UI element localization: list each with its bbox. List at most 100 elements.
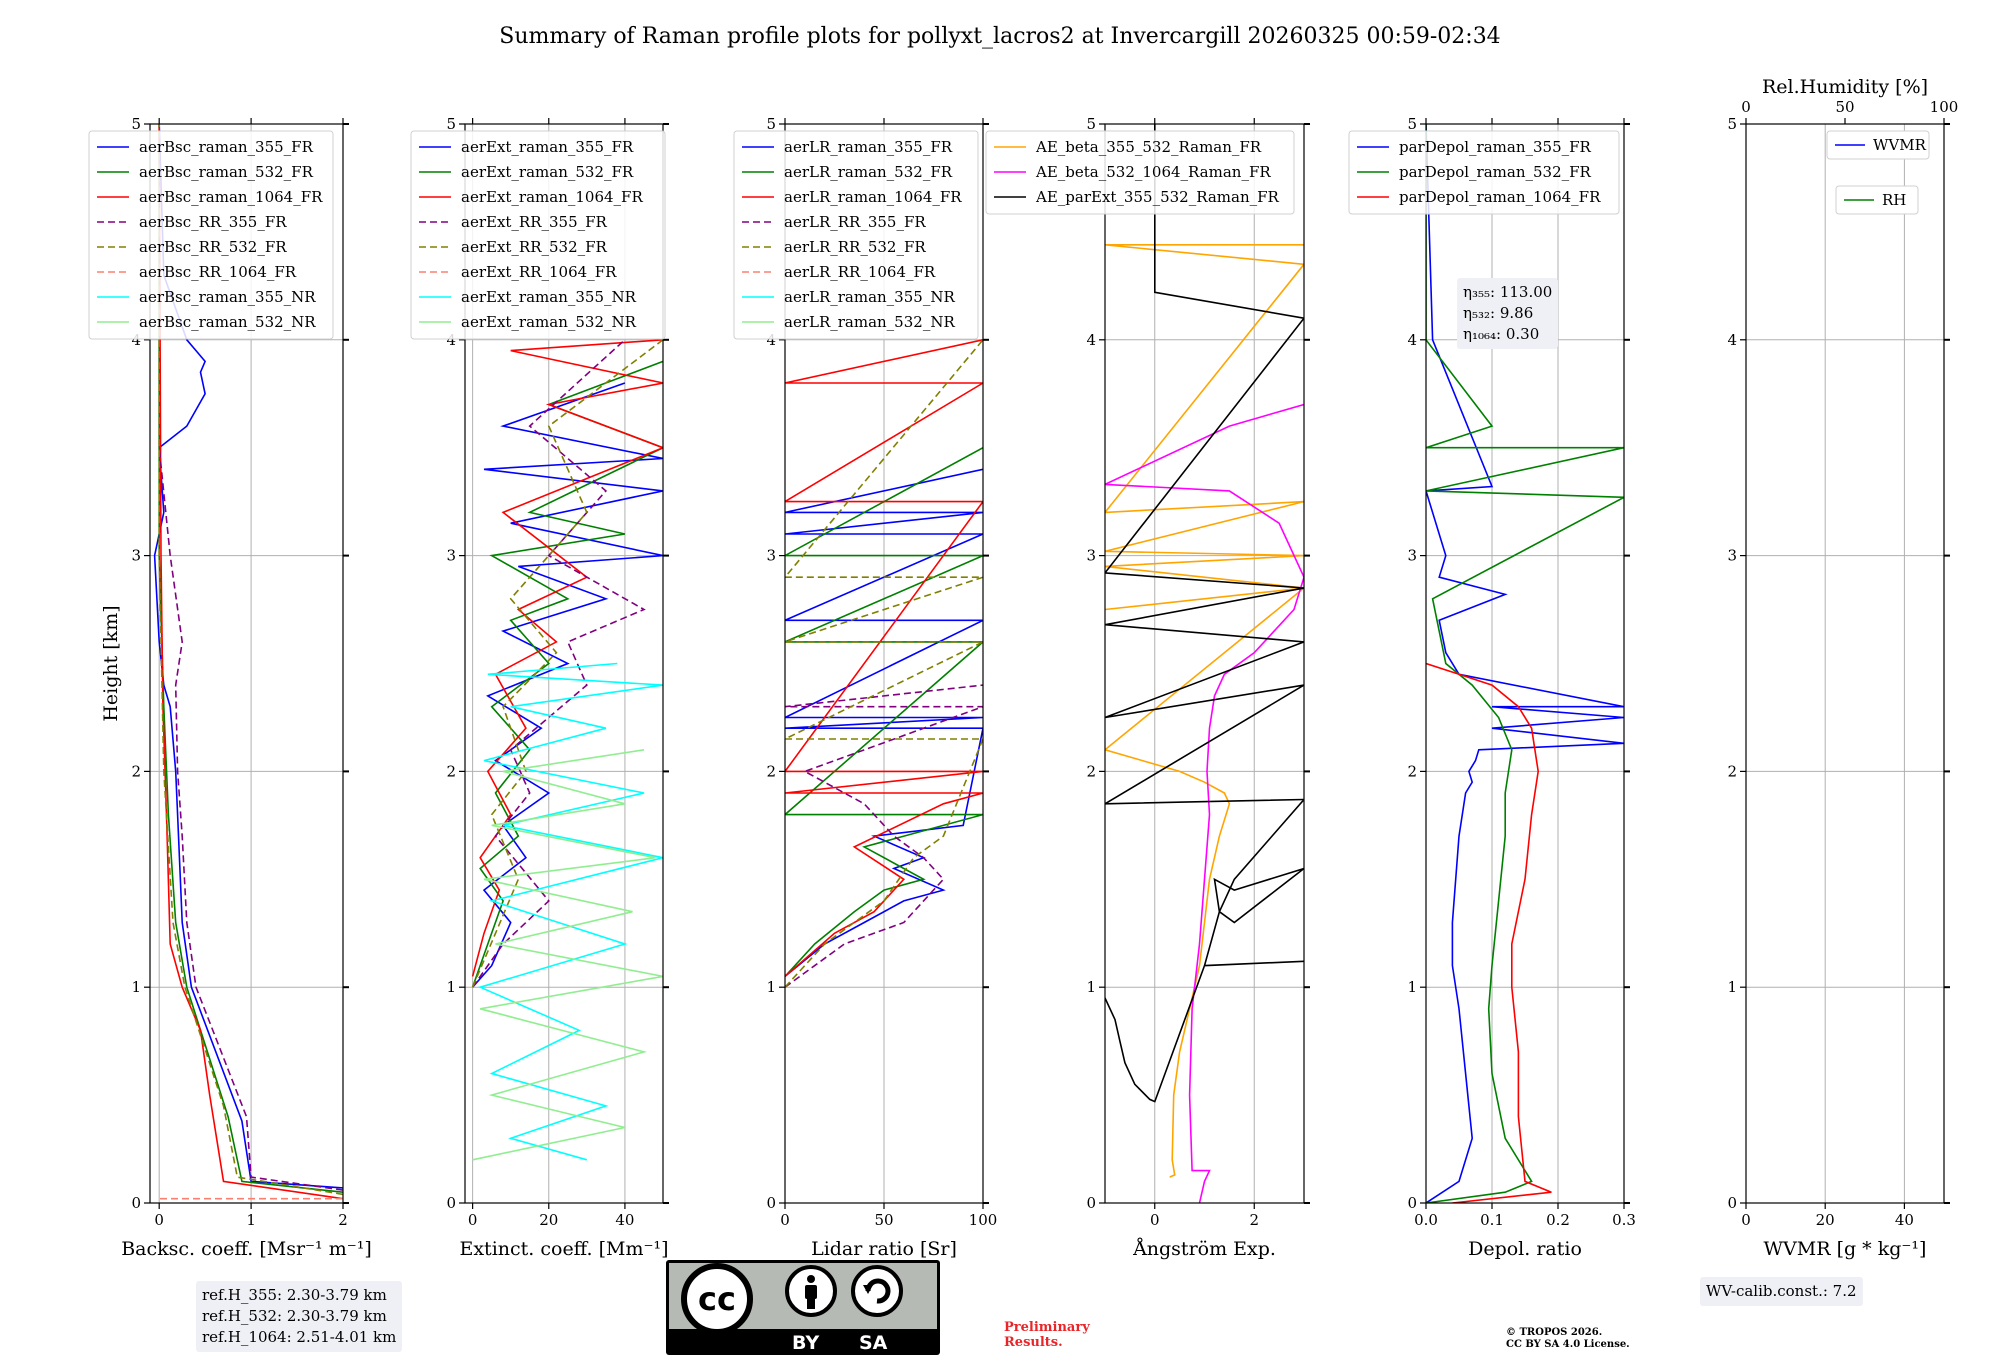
ytick-label: 1 bbox=[1086, 978, 1096, 996]
legend-entry: aerLR_raman_1064_FR bbox=[784, 188, 962, 206]
xtick-label: 0 bbox=[1150, 1211, 1160, 1229]
ref-height-532: ref.H_532: 2.30-3.79 km bbox=[202, 1307, 387, 1325]
series-aerBsc_RR_355_FR bbox=[158, 124, 343, 1191]
legend-entry: aerBsc_raman_532_FR bbox=[139, 163, 314, 181]
ytick-label: 0 bbox=[1086, 1194, 1096, 1212]
share-alike-icon bbox=[851, 1265, 903, 1317]
ytick-label: 2 bbox=[446, 762, 456, 780]
legend-entry: parDepol_raman_532_FR bbox=[1399, 163, 1592, 181]
legend-entry: AE_beta_355_532_Raman_FR bbox=[1035, 138, 1262, 156]
xtick-label: 2 bbox=[1249, 1211, 1259, 1229]
x-axis-label: Backsc. coeff. [Msr⁻¹ m⁻¹] bbox=[121, 1238, 372, 1260]
wv-calib-const: WV-calib.const.: 7.2 bbox=[1706, 1282, 1857, 1300]
legend-entry: aerLR_raman_532_NR bbox=[784, 313, 955, 331]
ytick-label: 0 bbox=[446, 1194, 456, 1212]
ytick-label: 1 bbox=[766, 978, 776, 996]
cc-logo-text: cc bbox=[698, 1280, 736, 1318]
ytick-label: 3 bbox=[1727, 547, 1737, 565]
legend-entry: aerLR_raman_355_NR bbox=[784, 288, 955, 306]
ytick-label: 1 bbox=[131, 978, 141, 996]
ytick-label: 5 bbox=[1727, 115, 1737, 133]
x-axis-label: Extinct. coeff. [Mm⁻¹] bbox=[459, 1238, 668, 1260]
ytick-label: 3 bbox=[766, 547, 776, 565]
xtick-label: 2 bbox=[338, 1211, 348, 1229]
legend-entry: aerBsc_raman_355_FR bbox=[139, 138, 314, 156]
ytick-label: 0 bbox=[766, 1194, 776, 1212]
xtick-label: 0.0 bbox=[1414, 1211, 1438, 1229]
legend-entry: aerExt_RR_532_FR bbox=[461, 238, 608, 256]
top-xtick-label: 50 bbox=[1835, 98, 1854, 116]
legend-entry: aerLR_RR_532_FR bbox=[784, 238, 926, 256]
panel-bsc: 0 1 2 3 4 5 0 1 2 Backsc. coeff. [Msr⁻¹ m⁻¹] Heigh… bbox=[88, 115, 372, 1260]
ytick-label: 5 bbox=[131, 115, 141, 133]
ytick-label: 5 bbox=[1086, 115, 1096, 133]
cc-by-label: BY bbox=[792, 1332, 820, 1354]
series-aerExt_raman_532_FR bbox=[471, 360, 663, 988]
x-axis-label: Ångström Exp. bbox=[1132, 1238, 1276, 1260]
series-aerExt_raman_532_NR bbox=[472, 749, 663, 1161]
top-xtick-label: 0 bbox=[1741, 98, 1751, 116]
ytick-label: 0 bbox=[131, 1194, 141, 1212]
axes-frame bbox=[1425, 123, 1625, 1204]
series-aerExt_RR_532_FR bbox=[471, 339, 663, 988]
ytick-label: 1 bbox=[446, 978, 456, 996]
xtick-label: 40 bbox=[615, 1211, 634, 1229]
ytick-label: 1 bbox=[1407, 978, 1417, 996]
series-parDepol_raman_355_FR bbox=[1426, 124, 1624, 1203]
x-axis-label: Depol. ratio bbox=[1468, 1238, 1582, 1260]
ytick-label: 3 bbox=[1407, 547, 1417, 565]
ytick-label: 4 bbox=[131, 331, 141, 349]
legend-entry: aerBsc_raman_1064_FR bbox=[139, 188, 323, 206]
legend-entry: aerLR_raman_355_FR bbox=[784, 138, 953, 156]
legend-box bbox=[985, 130, 1295, 215]
figure-title: Summary of Raman profile plots for polly… bbox=[499, 24, 1500, 49]
eta-532: η₅₃₂: 9.86 bbox=[1463, 304, 1534, 322]
ytick-label: 1 bbox=[1727, 978, 1737, 996]
ytick-label: 2 bbox=[131, 762, 141, 780]
ytick-label: 4 bbox=[1086, 331, 1096, 349]
legend-box bbox=[1348, 130, 1620, 215]
legend-entry: parDepol_raman_1064_FR bbox=[1399, 188, 1601, 206]
xtick-label: 0 bbox=[468, 1211, 478, 1229]
legend-entry: aerLR_RR_355_FR bbox=[784, 213, 926, 231]
x-axis-label: WVMR [g * kg⁻¹] bbox=[1764, 1238, 1927, 1260]
panel-ext: 0 1 2 3 4 5 0 20 40 Extinct. coeff. [Mm⁻¹] aerExt_… bbox=[410, 115, 669, 1260]
series-aerLR_raman_1064_FR bbox=[785, 339, 983, 978]
series-aerBsc_raman_1064_FR bbox=[158, 124, 343, 1200]
series-aerExt_RR_355_FR bbox=[471, 339, 646, 988]
series-aerExt_raman_355_FR bbox=[472, 382, 663, 988]
ytick-label: 5 bbox=[1407, 115, 1417, 133]
cc-by-sa-logo: cc BY SA bbox=[666, 1260, 940, 1355]
series-aerLR_RR_532_FR bbox=[785, 339, 983, 988]
eta-355: η₃₅₅: 113.00 bbox=[1463, 283, 1553, 301]
ytick-label: 5 bbox=[446, 115, 456, 133]
series-parDepol_raman_532_FR bbox=[1426, 124, 1624, 1203]
series-AE_beta_532_1064_Raman_FR bbox=[1105, 403, 1304, 1203]
axes-frame bbox=[1745, 123, 1945, 1204]
legend-entry: aerExt_raman_532_NR bbox=[461, 313, 637, 331]
legend-entry: aerLR_RR_1064_FR bbox=[784, 263, 936, 281]
legend-entry: WVMR bbox=[1873, 136, 1927, 154]
axes-frame bbox=[149, 123, 344, 1204]
legend-box bbox=[88, 130, 334, 340]
series-aerBsc_raman_355_FR bbox=[153, 124, 343, 1189]
xtick-label: 100 bbox=[969, 1211, 998, 1229]
ytick-label: 4 bbox=[1727, 331, 1737, 349]
xtick-label: 20 bbox=[1816, 1211, 1835, 1229]
ytick-label: 3 bbox=[131, 547, 141, 565]
ytick-label: 2 bbox=[1086, 762, 1096, 780]
legend-entry: RH bbox=[1882, 191, 1906, 209]
ytick-label: 5 bbox=[766, 115, 776, 133]
legend-box bbox=[1826, 130, 1930, 160]
series-aerLR_raman_532_FR bbox=[785, 446, 983, 977]
cc-sa-label: SA bbox=[859, 1332, 888, 1354]
xtick-label: 0.3 bbox=[1612, 1211, 1636, 1229]
axes-frame bbox=[464, 123, 664, 1204]
legend-entry: aerExt_raman_532_FR bbox=[461, 163, 634, 181]
ref-height-1064: ref.H_1064: 2.51-4.01 km bbox=[202, 1328, 397, 1346]
legend-box bbox=[410, 130, 666, 340]
legend-entry: aerBsc_raman_355_NR bbox=[139, 288, 316, 306]
xtick-label: 50 bbox=[874, 1211, 893, 1229]
